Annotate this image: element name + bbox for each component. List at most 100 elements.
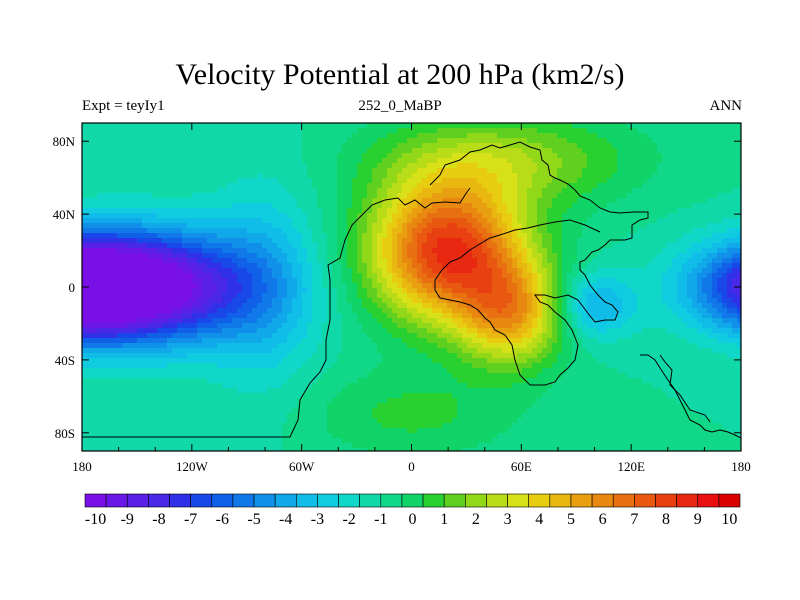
field-cell [312,273,318,279]
field-cell [197,343,203,349]
field-cell [182,363,188,369]
field-cell [127,248,133,254]
field-cell [92,258,98,264]
field-cell [337,198,343,204]
field-cell [212,433,218,439]
field-cell [82,288,88,294]
field-cell [422,333,428,339]
field-cell [157,213,163,219]
field-cell [152,143,158,149]
field-cell [242,133,248,139]
field-cell [217,408,223,414]
field-cell [427,438,433,444]
field-cell [397,218,403,224]
field-cell [167,243,173,249]
field-cell [417,193,423,199]
field-cell [442,338,448,344]
field-cell [237,278,243,284]
field-cell [92,343,98,349]
field-cell [102,343,108,349]
field-cell [402,233,408,239]
field-cell [407,428,413,434]
field-cell [202,163,208,169]
field-cell [257,433,263,439]
field-cell [362,308,368,314]
field-cell [342,418,348,424]
field-cell [227,238,233,244]
field-cell [422,398,428,404]
field-cell [437,233,443,239]
field-cell [202,153,208,159]
field-cell [442,438,448,444]
field-cell [367,203,373,209]
field-cell [292,298,298,304]
field-cell [392,213,398,219]
field-cell [137,133,143,139]
field-cell [147,438,153,444]
field-cell [407,383,413,389]
field-cell [82,443,88,449]
field-cell [282,338,288,344]
field-cell [367,313,373,319]
field-cell [132,298,138,304]
field-cell [342,123,348,129]
field-cell [317,338,323,344]
field-cell [257,328,263,334]
field-cell [397,448,403,451]
field-cell [222,153,228,159]
field-cell [132,318,138,324]
field-cell [112,308,118,314]
field-cell [137,323,143,329]
field-cell [387,403,393,409]
field-cell [432,323,438,329]
field-cell [207,158,213,164]
field-cell [287,208,293,214]
field-cell [412,418,418,424]
field-cell [92,408,98,414]
field-cell [302,353,308,359]
field-cell [237,318,243,324]
field-cell [222,373,228,379]
field-cell [107,318,113,324]
field-cell [422,368,428,374]
field-cell [262,313,268,319]
field-cell [157,433,163,439]
field-cell [177,338,183,344]
field-cell [287,303,293,309]
field-cell [257,203,263,209]
field-cell [157,228,163,234]
field-cell [312,193,318,199]
field-cell [222,433,228,439]
field-cell [157,138,163,144]
field-cell [137,368,143,374]
field-cell [102,253,108,259]
field-cell [427,303,433,309]
field-cell [167,138,173,144]
field-cell [327,173,333,179]
field-cell [432,243,438,249]
field-cell [337,388,343,394]
field-cell [297,263,303,269]
field-cell [457,123,463,129]
field-cell [192,403,198,409]
field-cell [337,208,343,214]
field-cell [82,418,88,424]
field-cell [347,288,353,294]
field-cell [412,378,418,384]
field-cell [137,278,143,284]
field-cell [237,148,243,154]
field-cell [392,158,398,164]
field-cell [187,278,193,284]
field-cell [122,163,128,169]
field-cell [147,378,153,384]
field-cell [147,123,153,129]
field-cell [262,433,268,439]
field-cell [227,198,233,204]
field-cell [82,228,88,234]
field-cell [122,413,128,419]
field-cell [332,423,338,429]
field-cell [402,353,408,359]
field-cell [297,323,303,329]
field-cell [137,448,143,451]
field-cell [287,233,293,239]
